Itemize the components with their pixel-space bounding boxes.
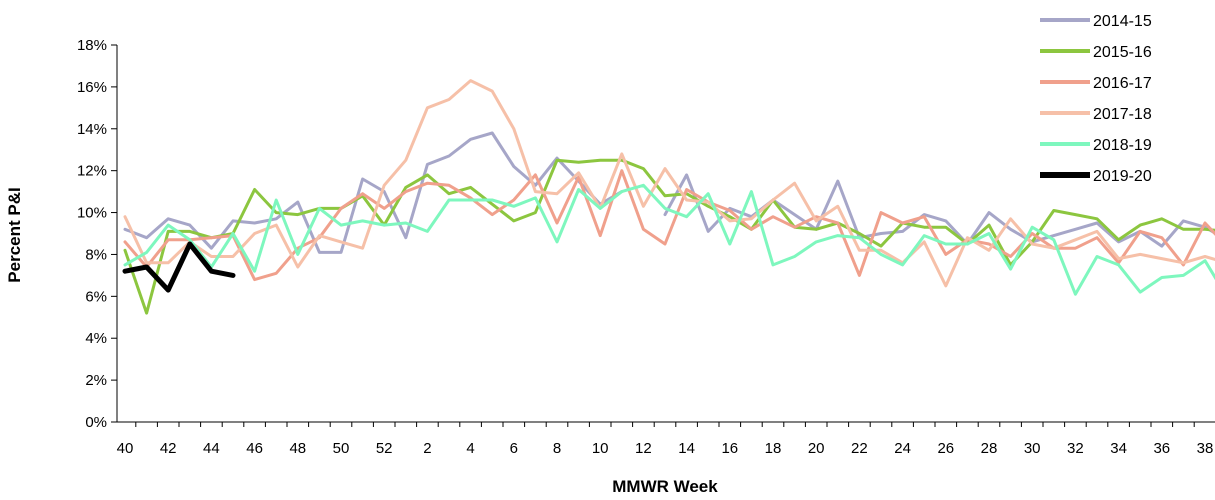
y-axis-title: Percent P&I xyxy=(5,187,24,282)
x-tick-label: 10 xyxy=(592,440,609,457)
y-axis: 0% 2% 4% 6% 8% 10% 12% 14% 16% 18% xyxy=(77,37,118,431)
x-tick-label: 24 xyxy=(894,440,911,457)
y-tick-label: 12% xyxy=(77,163,107,180)
x-tick-label: 38 xyxy=(1197,440,1214,457)
x-tick-label: 42 xyxy=(160,440,177,457)
x-tick-label: 52 xyxy=(376,440,393,457)
series-2016-17-line xyxy=(123,169,1215,282)
legend-2018-19-label: 2018-19 xyxy=(1093,137,1152,154)
x-tick-label: 22 xyxy=(851,440,868,457)
series-2019-20-line xyxy=(122,241,236,293)
legend-2014-15-label: 2014-15 xyxy=(1093,13,1152,30)
x-tick-label: 34 xyxy=(1110,440,1127,457)
x-tick-label: 2 xyxy=(423,440,431,457)
x-tick-label: 8 xyxy=(553,440,561,457)
x-tick-label: 20 xyxy=(808,440,825,457)
y-tick-label: 4% xyxy=(85,330,107,347)
x-tick-label: 46 xyxy=(246,440,263,457)
x-axis-title: MMWR Week xyxy=(612,477,718,496)
series-lines xyxy=(122,79,1215,315)
x-tick-label: 26 xyxy=(937,440,954,457)
legend-2016-17-label: 2016-17 xyxy=(1093,75,1152,92)
series-2018-19-line xyxy=(123,183,1215,296)
x-tick-label: 30 xyxy=(1024,440,1041,457)
x-tick-label: 44 xyxy=(203,440,220,457)
x-tick-label: 12 xyxy=(635,440,652,457)
series-2017-18-line xyxy=(123,79,1215,288)
x-tick-label: 32 xyxy=(1067,440,1084,457)
x-tick-label: 14 xyxy=(678,440,695,457)
x-tick-label: 16 xyxy=(721,440,738,457)
series-2015-16-line xyxy=(123,158,1215,315)
x-tick-label: 50 xyxy=(333,440,350,457)
x-tick-label: 6 xyxy=(510,440,518,457)
legend: 2014-15 2015-16 2016-17 2017-18 2018-19 2019-… xyxy=(1040,13,1152,185)
legend-2019-20-label: 2019-20 xyxy=(1093,168,1152,185)
x-tick-label: 28 xyxy=(981,440,998,457)
x-tick-label: 40 xyxy=(117,440,134,457)
x-axis: 40 42 44 46 48 50 52 2 4 6 8 10 12 14 16 18 20 22 24 26 28 30… xyxy=(117,421,1215,457)
y-tick-label: 16% xyxy=(77,79,107,96)
x-tick-label: 48 xyxy=(289,440,306,457)
y-tick-label: 18% xyxy=(77,37,107,54)
y-tick-label: 0% xyxy=(85,414,107,431)
x-tick-label: 18 xyxy=(765,440,782,457)
x-tick-label: 4 xyxy=(466,440,474,457)
y-tick-label: 8% xyxy=(85,246,107,263)
y-tick-label: 10% xyxy=(77,205,107,222)
x-tick-label: 36 xyxy=(1153,440,1170,457)
legend-2015-16-label: 2015-16 xyxy=(1093,44,1152,61)
y-tick-label: 14% xyxy=(77,121,107,138)
legend-2017-18-label: 2017-18 xyxy=(1093,106,1152,123)
y-tick-label: 2% xyxy=(85,372,107,389)
y-tick-label: 6% xyxy=(85,288,107,305)
